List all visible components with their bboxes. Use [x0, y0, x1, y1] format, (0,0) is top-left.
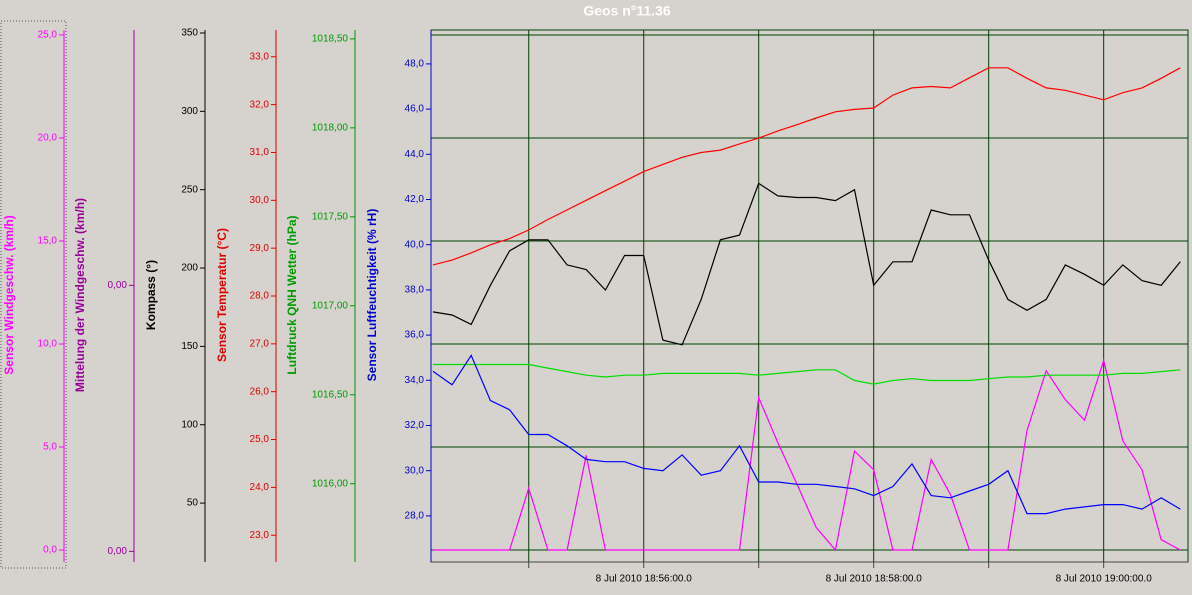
- y-tick-label: 10,0: [38, 339, 58, 350]
- y-tick-label: 25,0: [250, 434, 270, 445]
- y-tick-label: 1018,00: [312, 123, 349, 134]
- y-tick-label: 29,0: [250, 243, 270, 254]
- x-tick-label: 8 Jul 2010 19:00:00.0: [1056, 574, 1153, 585]
- series-line: [432, 182, 1181, 346]
- y-tick-label: 1017,00: [312, 300, 349, 311]
- y-tick-label: 1017,50: [312, 211, 349, 222]
- y-tick-label: 100: [181, 419, 198, 430]
- chart-title: Geos n°11.36: [583, 3, 671, 19]
- y-axis-title: Mittelung der Windgeschw. (km/h): [73, 198, 87, 392]
- y-tick-label: 48,0: [405, 59, 425, 70]
- y-tick-label: 0,0: [43, 545, 57, 556]
- y-tick-label: 50: [187, 498, 199, 509]
- y-tick-label: 0,00: [108, 546, 128, 557]
- y-axis-title: Luftdruck QNH Wetter (hPa): [285, 215, 299, 374]
- series-line: [432, 358, 1181, 552]
- y-tick-label: 150: [181, 341, 198, 352]
- y-tick-label: 42,0: [405, 194, 425, 205]
- y-tick-label: 44,0: [405, 149, 425, 160]
- y-tick-label: 32,0: [250, 99, 270, 110]
- x-tick-label: 8 Jul 2010 18:56:00.0: [596, 574, 693, 585]
- y-tick-label: 32,0: [405, 420, 425, 431]
- y-tick-label: 28,0: [405, 511, 425, 522]
- y-tick-label: 15,0: [38, 236, 58, 247]
- y-tick-label: 300: [181, 106, 198, 117]
- y-axis-title: Sensor Temperatur (°C): [215, 228, 229, 362]
- y-tick-label: 33,0: [250, 51, 270, 62]
- y-tick-label: 30,0: [250, 195, 270, 206]
- y-tick-label: 23,0: [250, 530, 270, 541]
- y-tick-label: 26,0: [250, 386, 270, 397]
- y-tick-label: 1016,50: [312, 389, 349, 400]
- x-tick-label: 8 Jul 2010 18:58:00.0: [826, 574, 923, 585]
- y-tick-label: 1016,00: [312, 478, 349, 489]
- series-line: [432, 363, 1181, 385]
- y-tick-label: 31,0: [250, 147, 270, 158]
- y-axis-title: Sensor Windgeschw. (km/h): [2, 215, 16, 374]
- series-line: [432, 354, 1181, 515]
- y-tick-label: 25,0: [38, 30, 58, 41]
- y-tick-label: 30,0: [405, 465, 425, 476]
- y-tick-label: 36,0: [405, 330, 425, 341]
- y-tick-label: 40,0: [405, 239, 425, 250]
- y-axis-title: Kompass (°): [144, 260, 158, 330]
- y-axis-title: Sensor Luftfeuchtigkeit (% rH): [365, 209, 379, 382]
- y-tick-label: 5,0: [43, 442, 57, 453]
- y-tick-label: 200: [181, 263, 198, 274]
- series-line: [432, 67, 1181, 266]
- y-tick-label: 20,0: [38, 133, 58, 144]
- y-tick-label: 1018,50: [312, 34, 349, 45]
- y-tick-label: 28,0: [250, 291, 270, 302]
- y-tick-label: 38,0: [405, 285, 425, 296]
- y-tick-label: 24,0: [250, 482, 270, 493]
- y-tick-label: 350: [181, 28, 198, 39]
- y-tick-label: 27,0: [250, 338, 270, 349]
- y-tick-label: 0,00: [108, 280, 128, 291]
- y-tick-label: 34,0: [405, 375, 425, 386]
- y-tick-label: 46,0: [405, 104, 425, 115]
- y-tick-label: 250: [181, 184, 198, 195]
